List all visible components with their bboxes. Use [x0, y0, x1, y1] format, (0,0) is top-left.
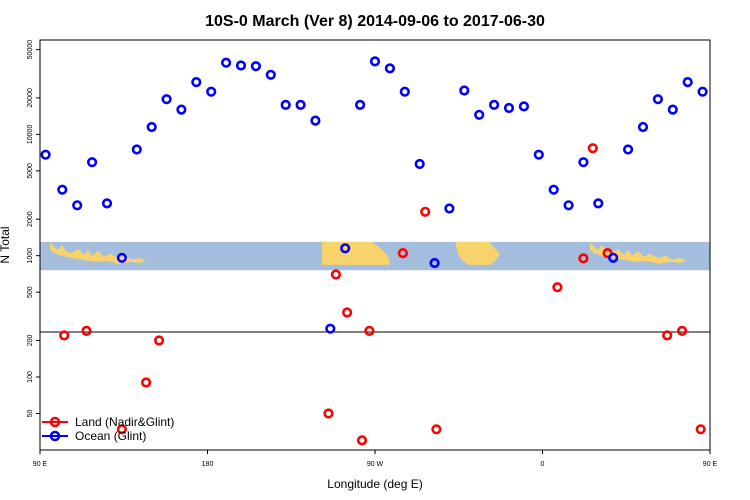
ocean-point — [563, 200, 574, 211]
ocean-point — [384, 63, 396, 74]
y-tick-label: 50000 — [27, 40, 34, 60]
y-tick-label: 2000 — [27, 211, 34, 227]
land-maritime-continent-left — [50, 241, 146, 264]
land-point — [431, 424, 442, 435]
y-tick-label: 500 — [27, 286, 34, 298]
land-point — [356, 435, 368, 446]
ocean-point — [518, 101, 530, 112]
land-point — [323, 408, 334, 419]
data-points — [40, 56, 708, 446]
ocean-point — [444, 203, 455, 214]
ocean-point — [548, 184, 559, 195]
ocean-point — [593, 198, 604, 209]
legend-label-ocean: Ocean (Glint) — [75, 429, 146, 443]
y-axis: 50 100 200 500 1000 2000 5000 10000 20000 50000 — [27, 40, 40, 417]
ocean-point — [131, 144, 142, 155]
ocean-point — [399, 86, 410, 97]
y-tick-label: 5000 — [27, 163, 34, 179]
y-axis-label: N Total — [0, 226, 12, 263]
land-point — [676, 325, 688, 337]
legend-marker-ocean — [49, 430, 61, 442]
ocean-point — [280, 99, 291, 110]
ocean-point — [72, 200, 83, 211]
ocean-point — [86, 157, 98, 168]
x-axis: 90 E 180 90 W 0 90 E — [33, 450, 718, 468]
ocean-point — [414, 158, 425, 170]
ocean-point — [116, 252, 127, 263]
ocean-point — [637, 121, 649, 133]
ocean-point — [622, 144, 634, 155]
ocean-point — [369, 56, 381, 67]
x-tick-label: 90 E — [703, 461, 718, 468]
ocean-point — [652, 94, 664, 105]
x-tick-label: 180 — [202, 461, 214, 468]
ocean-point — [429, 257, 440, 269]
y-tick-label: 10000 — [27, 125, 34, 145]
ocean-point — [355, 99, 366, 110]
ocean-point — [176, 104, 187, 115]
legend: Land (Nadir&Glint) Ocean (Glint) — [42, 415, 174, 443]
land-point — [330, 269, 342, 280]
ocean-point — [340, 243, 351, 254]
map-band — [40, 241, 710, 271]
ocean-point — [265, 69, 276, 80]
y-tick-label: 100 — [27, 371, 34, 383]
land-south-america — [322, 241, 390, 265]
ocean-point — [667, 104, 678, 115]
land-point — [420, 206, 431, 217]
land-point — [695, 424, 706, 435]
land-point — [59, 330, 70, 341]
ocean-point — [206, 86, 217, 97]
land-point — [364, 325, 375, 337]
land-point — [397, 248, 409, 259]
x-tick-label: 90 W — [367, 461, 384, 468]
ocean-point — [503, 102, 515, 114]
ocean-point — [474, 109, 485, 120]
land-point — [662, 330, 673, 341]
ocean-point — [57, 184, 68, 195]
x-tick-label: 0 — [541, 461, 545, 468]
ocean-point — [161, 94, 172, 105]
legend-label-land: Land (Nadir&Glint) — [75, 415, 174, 429]
ocean-point — [325, 323, 336, 334]
ocean-point — [146, 121, 157, 133]
ocean-point — [310, 115, 321, 126]
ocean-point — [533, 149, 544, 160]
ocean-point — [682, 76, 693, 88]
land-point — [578, 253, 589, 264]
ocean-point — [40, 149, 51, 160]
land-africa — [455, 241, 500, 265]
ocean-point — [191, 76, 202, 88]
y-tick-label: 20000 — [27, 88, 34, 108]
land-point — [342, 307, 353, 318]
ocean-point — [489, 99, 500, 110]
ocean-point — [235, 60, 247, 71]
ocean-point — [250, 61, 261, 72]
land-point — [81, 325, 92, 337]
x-axis-label: Longitude (deg E) — [327, 477, 422, 491]
ocean-point — [459, 85, 470, 96]
land-maritime-continent-right — [590, 241, 686, 264]
legend-marker-land — [49, 416, 61, 428]
ocean-point — [697, 86, 708, 97]
land-point — [154, 335, 165, 346]
ocean-point — [221, 57, 232, 68]
ocean-point — [578, 157, 589, 168]
land-point — [587, 143, 598, 154]
y-tick-label: 200 — [27, 335, 34, 347]
ocean-point — [295, 99, 306, 110]
y-tick-label: 1000 — [27, 248, 34, 264]
ocean-point — [608, 252, 619, 263]
y-tick-label: 50 — [27, 409, 34, 417]
ocean-point — [101, 198, 113, 209]
chart-title: 10S-0 March (Ver 8) 2014-09-06 to 2017-0… — [205, 13, 545, 30]
land-point — [141, 377, 152, 388]
land-point — [116, 424, 127, 435]
land-point — [552, 282, 563, 293]
x-tick-label: 90 E — [33, 461, 48, 468]
